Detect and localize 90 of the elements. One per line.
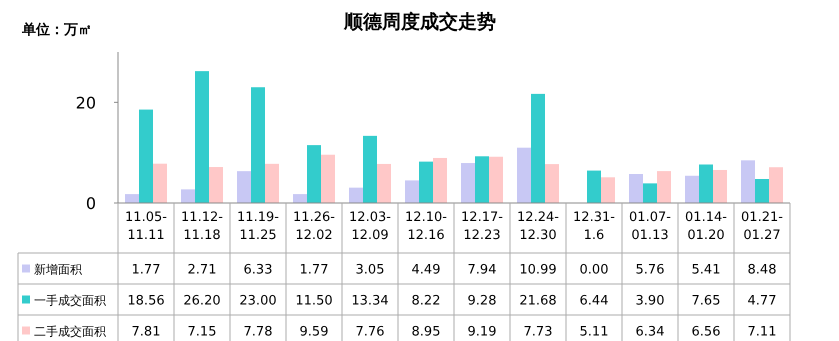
bar xyxy=(489,156,503,203)
data-label: 6.33 xyxy=(244,262,272,278)
bar xyxy=(433,158,447,203)
legend-label: 一手成交面积 xyxy=(34,294,106,308)
data-label: 7.94 xyxy=(468,262,496,278)
data-label: 1.77 xyxy=(300,262,328,278)
x-tick-label: 01.21-01.27 xyxy=(741,210,784,243)
x-tick-label: 12.03-12.09 xyxy=(349,210,392,243)
data-label: 7.78 xyxy=(244,324,272,340)
data-label: 11.50 xyxy=(295,294,333,308)
data-label: 6.56 xyxy=(692,324,720,340)
data-label: 3.90 xyxy=(636,294,664,308)
data-label: 6.44 xyxy=(580,294,608,308)
bar xyxy=(755,178,769,203)
x-tick-label: 12.24-12.30 xyxy=(517,210,560,243)
data-label: 1.77 xyxy=(132,262,160,278)
bar xyxy=(321,154,335,203)
data-label: 8.22 xyxy=(412,294,440,308)
data-label: 7.73 xyxy=(524,324,552,340)
data-label: 4.77 xyxy=(748,294,776,308)
bar xyxy=(461,163,475,203)
x-tick-label: 12.17-12.23 xyxy=(461,210,504,243)
data-label: 26.20 xyxy=(183,294,221,308)
data-label: 7.11 xyxy=(748,324,776,340)
text: 单位：万㎡ xyxy=(21,22,92,38)
data-label: 9.19 xyxy=(468,324,496,340)
y-tick-label: 0 xyxy=(86,194,96,213)
data-label: 7.15 xyxy=(188,324,216,340)
bar xyxy=(769,167,783,203)
bar xyxy=(153,164,167,203)
data-label: 9.59 xyxy=(300,324,328,340)
x-tick-label: 11.05-11.11 xyxy=(125,210,168,243)
x-tick-label: 01.14-01.20 xyxy=(685,210,728,243)
data-label: 6.34 xyxy=(636,324,664,340)
bar xyxy=(307,145,321,203)
bar xyxy=(125,194,139,203)
data-label: 2.71 xyxy=(188,262,216,278)
bar xyxy=(419,162,433,203)
data-label: 5.11 xyxy=(580,324,608,340)
bar xyxy=(587,170,601,203)
data-label: 21.68 xyxy=(519,294,557,308)
x-tick-label: 12.10-12.16 xyxy=(405,210,448,243)
legend-label: 二手成交面积 xyxy=(34,324,106,338)
bar xyxy=(685,176,699,203)
bar xyxy=(265,164,279,203)
bar xyxy=(195,71,209,203)
x-tick-label: 12.31-1.6 xyxy=(573,210,616,243)
data-label: 8.95 xyxy=(412,324,440,340)
data-label: 7.76 xyxy=(356,324,384,340)
bar xyxy=(545,164,559,203)
bar xyxy=(251,87,265,203)
bar xyxy=(517,148,531,203)
data-label: 18.56 xyxy=(127,294,165,308)
x-tick-label: 01.07-01.13 xyxy=(629,210,672,243)
data-label: 13.34 xyxy=(351,294,389,308)
bar xyxy=(741,160,755,203)
data-label: 4.49 xyxy=(412,262,440,278)
bar xyxy=(139,110,153,203)
bar xyxy=(209,167,223,203)
data-label: 10.99 xyxy=(519,262,557,278)
bar xyxy=(643,183,657,203)
data-label: 8.48 xyxy=(748,262,776,278)
bar xyxy=(475,156,489,203)
bar xyxy=(405,180,419,203)
data-label: 3.05 xyxy=(356,262,384,278)
x-tick-label: 11.12-11.18 xyxy=(181,210,224,243)
data-label: 9.28 xyxy=(468,294,496,308)
x-tick-label: 11.19-11.25 xyxy=(237,210,280,243)
bar xyxy=(601,177,615,203)
data-label: 23.00 xyxy=(239,294,277,308)
data-label: 5.76 xyxy=(636,262,664,278)
bar xyxy=(713,170,727,203)
data-label: 7.81 xyxy=(132,324,160,340)
data-label: 0.00 xyxy=(580,262,608,278)
bar xyxy=(293,194,307,203)
bar xyxy=(699,164,713,203)
data-label: 5.41 xyxy=(692,262,720,278)
bar xyxy=(181,189,195,203)
data-label: 7.65 xyxy=(692,294,720,308)
chart-title: 顺德周度成交走势 xyxy=(343,11,496,33)
bar xyxy=(237,171,251,203)
legend-label: 新增面积 xyxy=(34,262,82,276)
bar xyxy=(363,136,377,203)
x-tick-label: 11.26-12.02 xyxy=(293,210,336,243)
bar xyxy=(349,188,363,203)
bar xyxy=(531,94,545,203)
y-tick-label: 20 xyxy=(76,93,96,112)
bar xyxy=(629,174,643,203)
bar xyxy=(377,164,391,203)
bar xyxy=(657,171,671,203)
